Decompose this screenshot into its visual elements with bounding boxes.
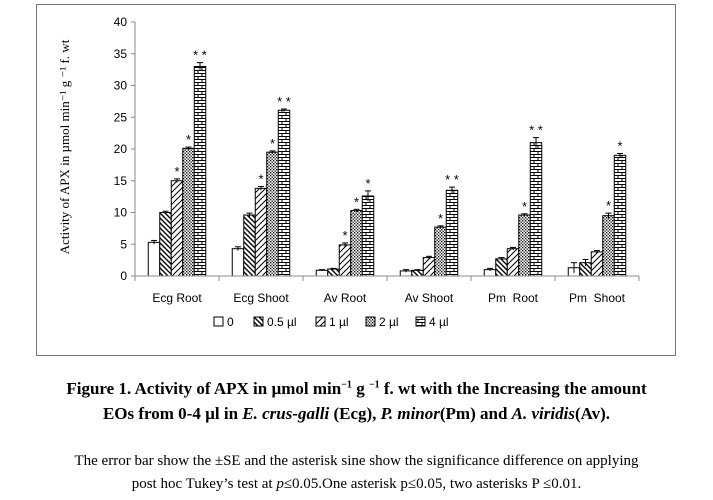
significance-asterisk: * <box>365 176 370 191</box>
bar-3-0 <box>182 147 195 277</box>
significance-asterisk: * <box>258 171 263 186</box>
figure-note: The error bar show the ±SE and the aster… <box>0 450 713 496</box>
x-tick-label: Av Shoot <box>405 291 454 305</box>
caption-line-2: EOs from 0-4 µl in E. crus-galli (Ecg), … <box>102 404 611 423</box>
x-tick-label: Av Root <box>324 291 367 305</box>
bar-2-0 <box>170 180 184 277</box>
bar-2-3 <box>422 257 436 277</box>
significance-asterisk: * <box>186 132 191 147</box>
bar-3-1 <box>266 151 279 277</box>
bar-4-0 <box>193 65 207 277</box>
bar-1-3 <box>411 269 424 277</box>
significance-asterisk: * <box>174 164 179 179</box>
y-tick-label: 10 <box>114 206 128 220</box>
y-axis-label: Activity of APX in µmol min⁻¹ g ⁻¹ f. wt <box>57 39 72 254</box>
legend-swatch-4 <box>415 316 426 327</box>
y-tick-label: 15 <box>114 174 128 188</box>
x-tick-label: Pm Shoot <box>569 291 626 305</box>
significance-asterisk: * <box>438 211 443 226</box>
bar-series-group: * * * * * * * * * * * * * * * * * * * <box>147 48 627 277</box>
bar-1-2 <box>327 268 340 277</box>
legend-swatch-1 <box>253 316 264 327</box>
legend-label: 4 µl <box>429 315 449 329</box>
bar-4-2 <box>361 195 375 277</box>
significance-asterisk: * * <box>277 94 291 109</box>
legend-label: 2 µl <box>379 315 399 329</box>
bar-2-2 <box>338 244 352 277</box>
legend: 0 0.5 µl 1 µl 2 µl 4 µl <box>213 315 449 329</box>
figure-caption: Figure 1. Activity of APX in µmol min−1 … <box>0 376 713 426</box>
note-line-1: The error bar show the ±SE and the aster… <box>74 453 639 469</box>
legend-swatch-0 <box>213 316 224 327</box>
y-tick-label: 35 <box>114 47 128 61</box>
significance-asterisk: * <box>606 198 611 213</box>
y-tick-label: 5 <box>120 237 127 251</box>
y-tick-label: 20 <box>114 142 128 156</box>
significance-asterisk: * <box>270 136 275 151</box>
note-line-2: post hoc Tukey’s test at p≤0.05.One aste… <box>131 476 582 492</box>
x-tick-label: Ecg Shoot <box>233 291 289 305</box>
bar-1-0 <box>159 212 172 277</box>
bar-4-5 <box>613 154 627 277</box>
significance-asterisk: * <box>522 199 527 214</box>
significance-asterisk: * * <box>193 48 207 63</box>
x-tick-label: Pm Root <box>488 291 539 305</box>
bar-3-4 <box>518 214 531 277</box>
bar-0-2 <box>315 269 329 277</box>
legend-label: 1 µl <box>329 315 349 329</box>
bar-1-1 <box>243 214 256 277</box>
bar-3-2 <box>350 210 363 277</box>
bar-4-1 <box>277 109 291 277</box>
significance-asterisk: * <box>342 228 347 243</box>
chart-frame <box>36 4 676 356</box>
bar-3-3 <box>434 226 447 277</box>
bar-1-4 <box>495 258 508 277</box>
legend-swatch-3 <box>365 316 376 327</box>
caption-line-1: Figure 1. Activity of APX in µmol min−1 … <box>66 379 647 398</box>
bar-4-3 <box>445 189 459 277</box>
significance-asterisk: * * <box>445 172 459 187</box>
bar-3-5 <box>602 215 615 277</box>
bar-0-1 <box>231 248 245 277</box>
legend-label: 0 <box>227 315 234 329</box>
y-tick-label: 40 <box>114 15 128 29</box>
significance-asterisk: * * <box>529 123 543 138</box>
y-axis: 0 5 10 15 20 25 30 35 40 <box>114 15 136 283</box>
bar-0-0 <box>147 241 161 277</box>
y-tick-label: 25 <box>114 110 128 124</box>
y-tick-label: 30 <box>114 79 128 93</box>
bar-2-5 <box>590 251 604 277</box>
bar-4-4 <box>529 142 543 277</box>
x-tick-label: Ecg Root <box>152 291 202 305</box>
bar-chart: Activity of APX in µmol min⁻¹ g ⁻¹ f. wt… <box>57 15 640 329</box>
bar-2-4 <box>506 248 520 277</box>
y-tick-label: 0 <box>120 269 127 283</box>
legend-label: 0.5 µl <box>267 315 297 329</box>
significance-asterisk: * <box>354 194 359 209</box>
x-axis: Ecg Root Ecg Shoot Av Root Av Shoot Pm Root P… <box>134 275 640 305</box>
significance-asterisk: * <box>617 138 622 153</box>
bar-2-1 <box>254 187 268 277</box>
legend-swatch-2 <box>315 316 326 327</box>
